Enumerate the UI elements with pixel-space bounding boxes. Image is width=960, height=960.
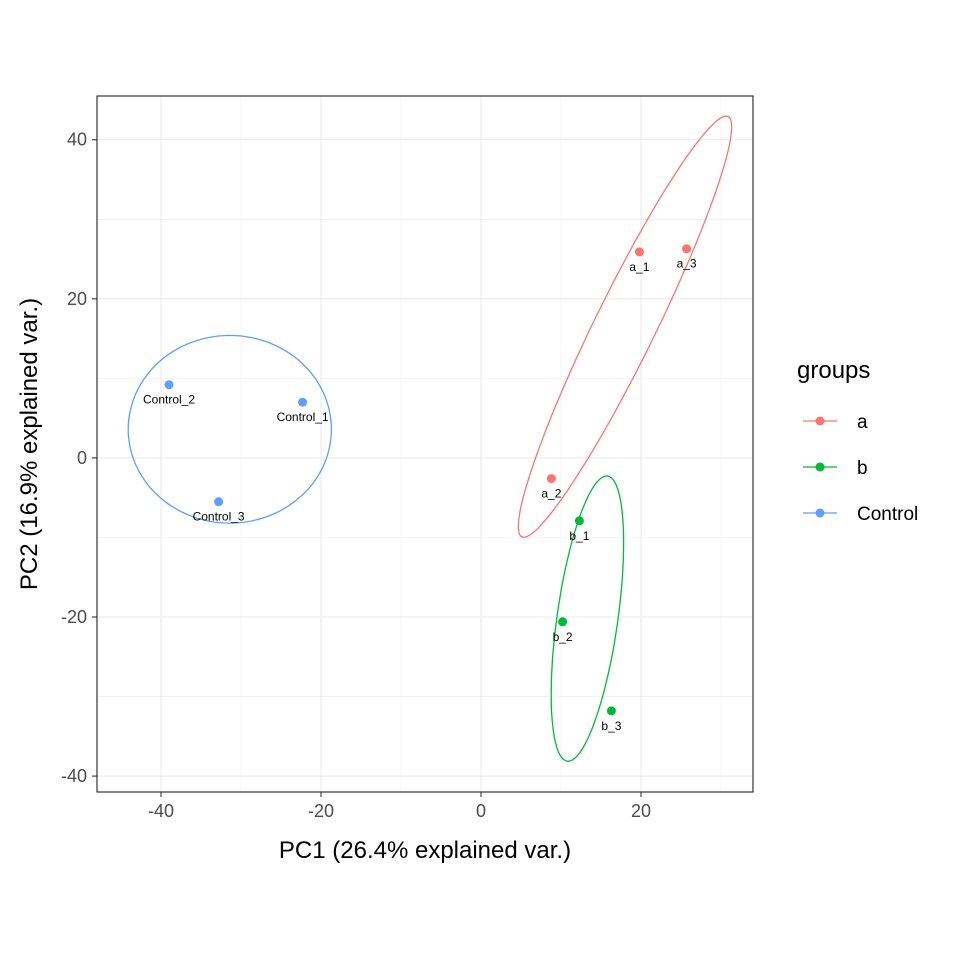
legend-label-control: Control [857,504,918,525]
plot-panel-border [96,95,754,793]
label-a-1: a_1 [629,260,649,274]
legend: groups a b Control [797,357,918,525]
x-tick-label: -40 [148,801,174,821]
point-a-2 [546,474,556,484]
label-b-1: b_1 [569,529,589,543]
data-points [164,244,692,716]
y-axis-title: PC2 (16.9% explained var.) [16,298,43,590]
point-control-3 [214,497,224,507]
legend-key-point-control [815,508,825,518]
ellipse-control [127,334,333,524]
point-b-2 [558,617,568,627]
label-control-1: Control_1 [277,410,329,424]
ellipse-b [550,475,625,762]
label-control-3: Control_3 [193,510,245,524]
label-control-2: Control_2 [143,393,195,407]
point-a-3 [682,244,692,254]
axis-ticks: -40 -20 0 20 -40 -20 0 20 40 [61,130,651,821]
point-b-1 [574,516,584,526]
legend-key-point-b [815,462,825,472]
y-tick-label: 40 [67,130,87,150]
x-tick-label: 20 [631,801,651,821]
label-a-3: a_3 [677,257,697,271]
point-labels: a_1 a_2 a_3 b_1 b_2 b_3 Control_1 Control_2 Cont… [143,257,697,733]
point-control-2 [164,380,174,390]
legend-label-b: b [857,458,868,479]
ellipse-a [517,115,733,538]
point-b-3 [606,706,616,716]
legend-label-a: a [857,412,868,433]
y-tick-label: 0 [77,448,87,468]
legend-key-point-a [815,416,825,426]
point-control-1 [298,397,308,407]
label-b-3: b_3 [601,719,621,733]
legend-title: groups [797,357,870,384]
confidence-ellipses [127,115,733,762]
y-tick-label: 20 [67,289,87,309]
grid-lines [97,96,753,792]
y-tick-label: -20 [61,607,87,627]
x-tick-label: -20 [308,801,334,821]
plot-panel [97,96,753,792]
point-a-1 [634,247,644,257]
x-tick-label: 0 [476,801,486,821]
label-b-2: b_2 [553,630,573,644]
label-a-2: a_2 [541,487,561,501]
y-tick-label: -40 [61,766,87,786]
x-axis-title: PC1 (26.4% explained var.) [279,837,571,864]
